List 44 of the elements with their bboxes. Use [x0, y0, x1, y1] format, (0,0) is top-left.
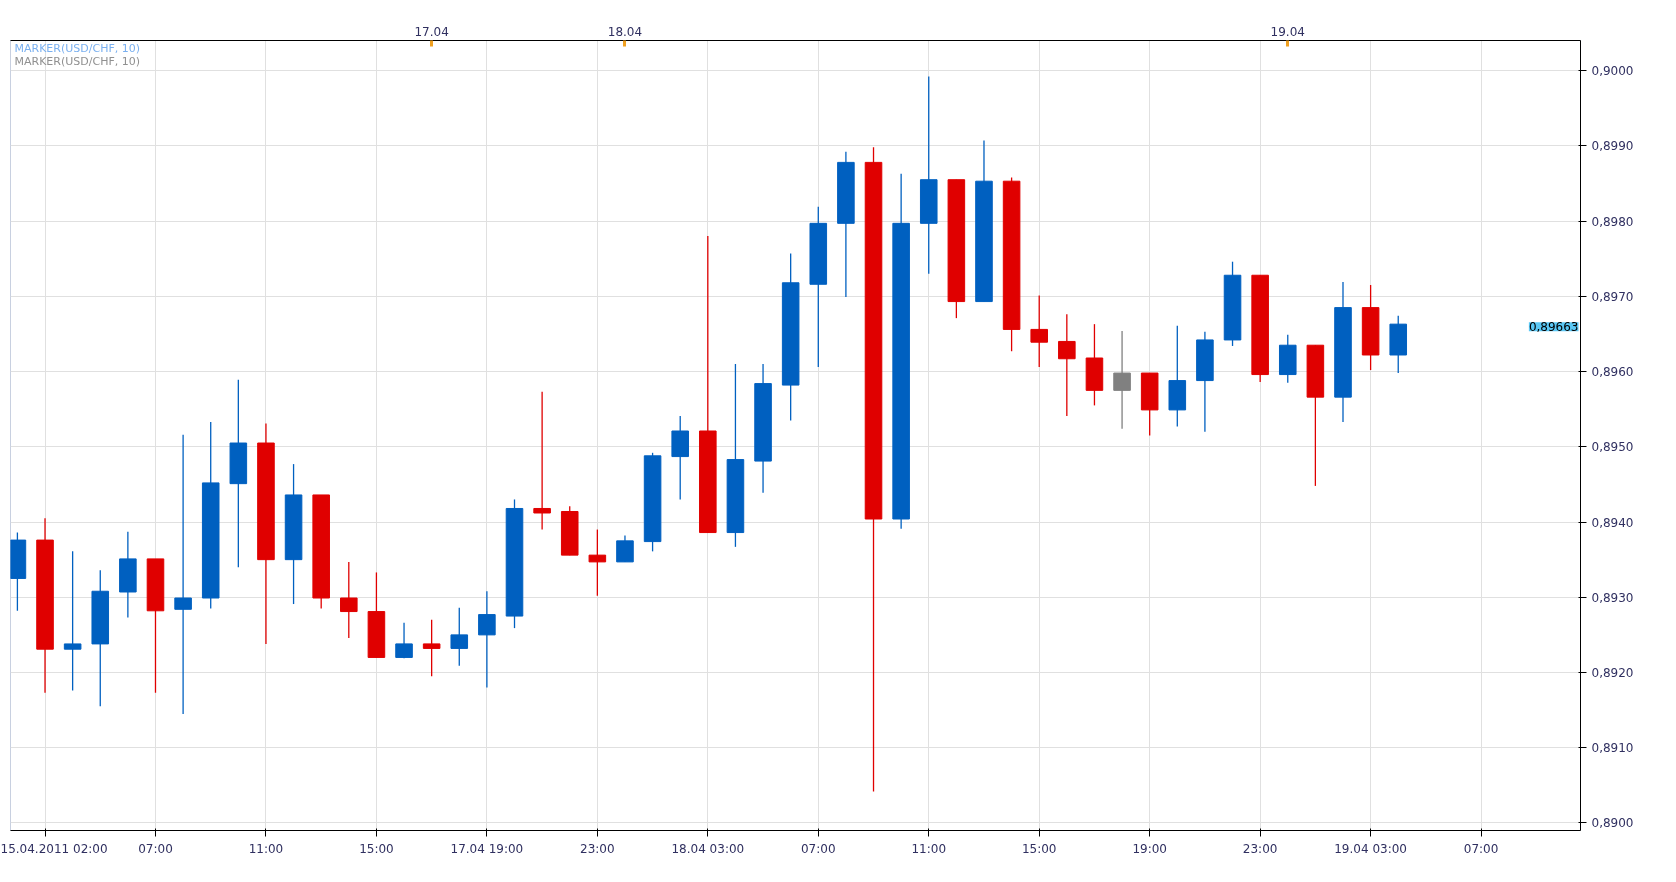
- x-tick-label: 23:00: [580, 841, 615, 856]
- x-tick-label: 17.04 19:00: [450, 841, 524, 856]
- x-tick-label: 19:00: [1132, 841, 1167, 856]
- text: 17.04: [414, 24, 449, 39]
- candlestick: [340, 561, 358, 639]
- x-tick-label: 07:00: [138, 841, 173, 856]
- y-tick-label: 0,9000: [1591, 64, 1634, 79]
- annotation: MARKER(USD/CHF, 10): [14, 41, 141, 55]
- candlestick: [533, 391, 551, 531]
- candlestick: [1113, 330, 1131, 430]
- candlestick: [63, 550, 82, 692]
- y-tick-label: 0,8980: [1591, 214, 1634, 229]
- x-tick-label: 15:00: [359, 841, 394, 856]
- candlestick: [395, 622, 413, 659]
- y-tick-label: 0,8960: [1591, 365, 1634, 380]
- y-tick-label: 0,8920: [1591, 666, 1634, 680]
- y-tick-label: 0,8940: [1591, 515, 1634, 530]
- text: 19.04: [1270, 24, 1305, 39]
- y-tick-label: 0,8970: [1591, 289, 1634, 304]
- x-tick-label: 18.04 03:00: [671, 841, 745, 856]
- x-tick-label: 07:00: [1463, 841, 1499, 856]
- candlestick: [588, 528, 607, 597]
- candlestick: [174, 434, 192, 715]
- y-tick-label: 0,8950: [1591, 440, 1634, 455]
- candlestick: [478, 590, 496, 689]
- y-tick-label: 0,8900: [1591, 816, 1634, 831]
- y-tick-label: 0,8910: [1591, 741, 1634, 756]
- annotation: 0,89663: [1528, 320, 1579, 335]
- x-tick-label: 07:00: [800, 841, 836, 856]
- candlestick: [1058, 313, 1076, 417]
- x-tick-label: 15.04.2011 02:00: [0, 841, 108, 856]
- y-tick-label: 0,8990: [1591, 139, 1634, 154]
- x-tick-label: 11:00: [248, 841, 284, 856]
- annotation: MARKER(USD/CHF, 10): [14, 54, 141, 68]
- candlestick: [450, 607, 469, 667]
- text: 18.04: [607, 24, 643, 39]
- x-tick-label: 15:00: [1021, 841, 1057, 856]
- x-tick-label: 23:00: [1242, 841, 1278, 856]
- x-tick-label: 11:00: [911, 841, 947, 856]
- y-tick-label: 0,8930: [1591, 590, 1634, 605]
- x-tick-label: 19.04 03:00: [1334, 841, 1407, 856]
- candlestick: [422, 619, 441, 677]
- candlestick: [1030, 294, 1048, 368]
- candlestick: [616, 534, 634, 563]
